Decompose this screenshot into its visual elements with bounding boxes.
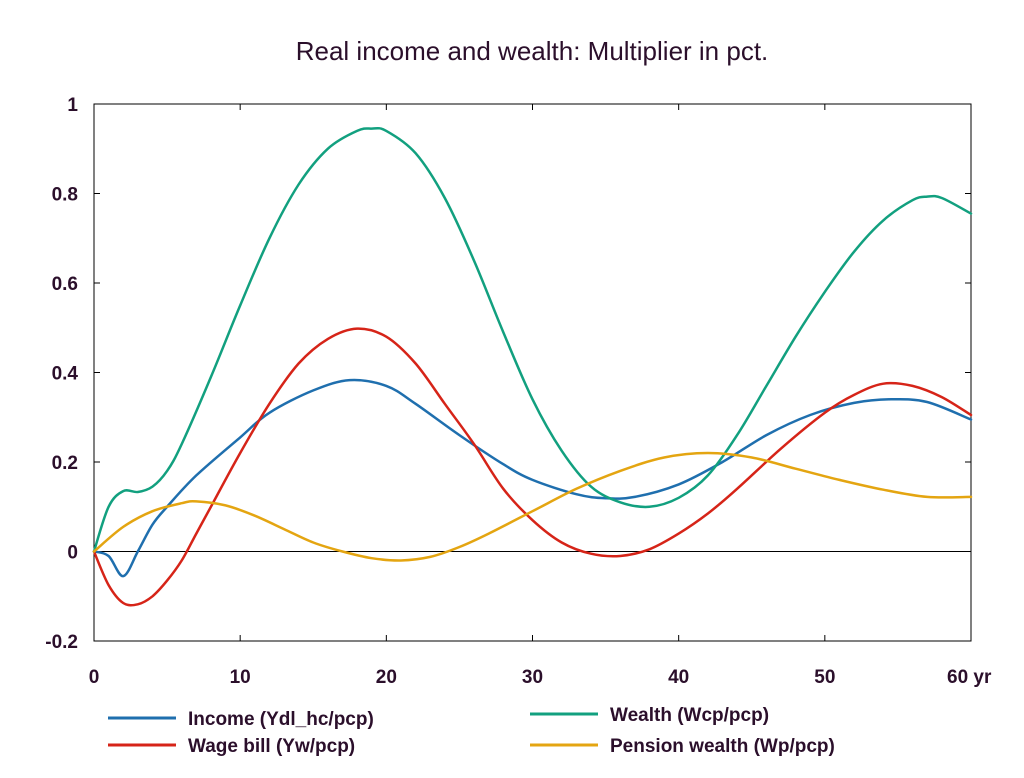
y-tick-label: 0.6 [52, 274, 78, 295]
x-tick-label: 60 yr [947, 667, 992, 688]
legend: Income (Ydl_hc/pcp) Wage bill (Yw/pcp) Wea… [108, 705, 835, 757]
legend-label-0: Income (Ydl_hc/pcp) [188, 709, 374, 730]
legend-label-2: Wealth (Wcp/pcp) [610, 705, 769, 726]
x-tick-label: 20 [376, 667, 397, 688]
legend-label-1: Wage bill (Yw/pcp) [188, 736, 355, 757]
series-line-3 [92, 451, 973, 562]
y-tick-label: -0.2 [45, 632, 78, 653]
y-tick-label: 0.8 [52, 185, 78, 206]
y-tick-label: 0 [67, 543, 78, 564]
x-tick-label: 10 [230, 667, 251, 688]
legend-label-3: Pension wealth (Wp/pcp) [610, 736, 835, 757]
x-tick-label: 50 [814, 667, 835, 688]
series-line-0 [92, 378, 973, 578]
x-tick-label: 30 [522, 667, 543, 688]
y-tick-label: 0.2 [52, 453, 78, 474]
plot-area: -0.200.20.40.60.810 10 20 30 40 50 60 yr [45, 95, 992, 688]
chart-title: Real income and wealth: Multiplier in pc… [296, 36, 769, 66]
y-tick-label: 0.4 [52, 364, 79, 385]
x-tick-label: 0 [89, 667, 100, 688]
x-tick-label: 40 [668, 667, 689, 688]
series-line-2 [92, 126, 973, 553]
series-line-1 [92, 327, 973, 607]
y-tick-label: 1 [67, 95, 78, 116]
plot-frame [93, 103, 972, 642]
